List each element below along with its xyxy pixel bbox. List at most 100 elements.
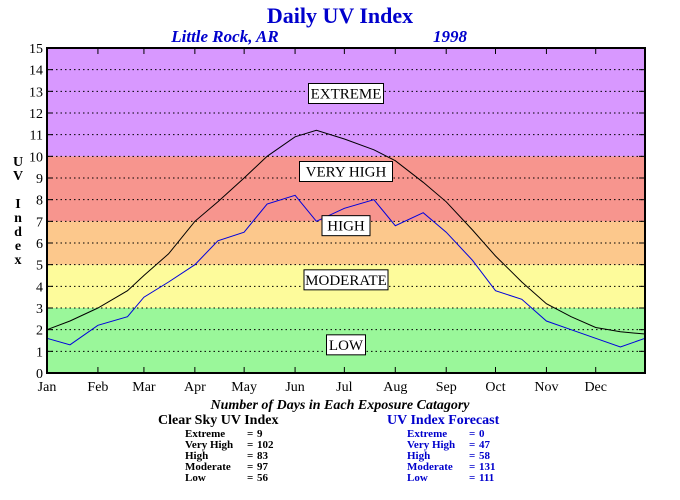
clear-sky-row-label: High bbox=[185, 450, 209, 462]
x-tick-label: Jan bbox=[38, 380, 57, 395]
band-label: LOW bbox=[326, 334, 366, 356]
clear-sky-row-value: 97 bbox=[257, 461, 268, 473]
x-tick-label: Sep bbox=[436, 380, 457, 395]
clear-sky-panel: Clear Sky UV Index Extreme = 9 Very High = 10… bbox=[158, 413, 278, 484]
gridlines bbox=[47, 69, 645, 352]
y-tick-label: 6 bbox=[36, 237, 43, 252]
y-axis-label-char: U bbox=[13, 155, 23, 170]
clear-sky-row: Low = 56 bbox=[185, 473, 278, 484]
x-tick-label: Mar bbox=[132, 380, 156, 395]
x-tick-label: Apr bbox=[184, 380, 206, 395]
clear-sky-row: Very High = 102 bbox=[185, 440, 278, 451]
series-lines bbox=[46, 129, 646, 348]
y-tick-label: 11 bbox=[30, 129, 43, 144]
band-label-box bbox=[308, 83, 384, 104]
forecast-row-equals: = bbox=[469, 450, 476, 462]
clear-sky-row-label: Moderate bbox=[185, 461, 231, 473]
y-axis-label-char: I bbox=[15, 197, 20, 212]
x-tick-label: Feb bbox=[87, 380, 108, 395]
exposure-summary: Number of Days in Each Exposure Catagory bbox=[0, 398, 680, 498]
clear-sky-row: Extreme = 9 bbox=[185, 429, 278, 440]
forecast-row-equals: = bbox=[469, 439, 476, 451]
band-label-box bbox=[303, 269, 389, 291]
forecast-row-label: High bbox=[407, 450, 431, 462]
band-label: EXTREME bbox=[308, 83, 384, 104]
forecast-row-equals: = bbox=[469, 461, 476, 473]
y-tick-label: 0 bbox=[36, 367, 43, 382]
forecast-line bbox=[46, 194, 646, 348]
x-tick-label: Nov bbox=[534, 380, 558, 395]
band-label-text: HIGH bbox=[327, 219, 365, 235]
clear-sky-row-equals: = bbox=[247, 439, 254, 451]
clear-sky-row-label: Extreme bbox=[185, 428, 226, 440]
band-label-text: MODERATE bbox=[305, 273, 387, 289]
band-label: MODERATE bbox=[303, 269, 389, 291]
forecast-row-equals: = bbox=[469, 472, 476, 484]
clear-sky-row-label: Very High bbox=[185, 439, 234, 451]
y-tick-label: 5 bbox=[36, 259, 43, 274]
x-axis-ticks: Jan Feb Mar Apr May Jun Jul Aug Sep Oct Nov Dec bbox=[38, 48, 607, 395]
year-label: 1998 bbox=[433, 27, 468, 46]
y-axis-label-char: e bbox=[15, 239, 21, 254]
y-tick-label: 12 bbox=[29, 107, 43, 122]
clear-sky-row-equals: = bbox=[247, 472, 254, 484]
y-tick-label: 14 bbox=[29, 64, 43, 79]
y-tick-label: 8 bbox=[36, 194, 43, 209]
y-axis-label-char: x bbox=[15, 253, 22, 268]
y-tick-label: 10 bbox=[29, 150, 43, 165]
forecast-panel: UV Index Forecast Extreme = 0 Very High = 47 H… bbox=[387, 413, 499, 484]
forecast-row-label: Moderate bbox=[407, 461, 453, 473]
forecast-row: Moderate = 131 bbox=[407, 462, 499, 473]
clear-sky-row-equals: = bbox=[247, 461, 254, 473]
clear-sky-row-value: 9 bbox=[257, 428, 263, 440]
y-axis-label-char: d bbox=[14, 225, 22, 240]
y-tick-label: 7 bbox=[36, 215, 43, 230]
summary-heading: Number of Days in Each Exposure Catagory bbox=[210, 398, 470, 413]
x-tick-label: Jun bbox=[285, 380, 304, 395]
clear-sky-row-value: 102 bbox=[257, 439, 274, 451]
band-label-box bbox=[299, 161, 393, 182]
band-labels: EXTREME VERY HIGH HIGH MODERATE LOW bbox=[299, 83, 393, 356]
band-label-box bbox=[321, 215, 371, 237]
x-tick-label: Dec bbox=[584, 380, 607, 395]
x-tick-label: Jul bbox=[336, 380, 352, 395]
forecast-row-value: 58 bbox=[479, 450, 490, 462]
band-label: HIGH bbox=[321, 215, 371, 237]
forecast-row-label: Low bbox=[407, 472, 428, 484]
clear-sky-line bbox=[46, 129, 646, 335]
location-label: Little Rock, AR bbox=[170, 27, 279, 46]
clear-sky-row-equals: = bbox=[247, 428, 254, 440]
forecast-row-value: 0 bbox=[479, 428, 485, 440]
clear-sky-row: High = 83 bbox=[185, 451, 278, 462]
clear-sky-row-label: Low bbox=[185, 472, 206, 484]
clear-sky-title: Clear Sky UV Index bbox=[158, 413, 279, 428]
plot-frame bbox=[46, 47, 646, 374]
forecast-row: High = 58 bbox=[407, 451, 499, 462]
uv-index-chart: Daily UV Index Little Rock, AR 1998 EXTR… bbox=[13, 3, 646, 395]
x-tick-label: Aug bbox=[383, 380, 407, 395]
y-tick-label: 9 bbox=[36, 172, 43, 187]
forecast-row-value: 47 bbox=[479, 439, 490, 451]
x-tick-label: May bbox=[231, 380, 257, 395]
x-tick-label: Oct bbox=[485, 380, 505, 395]
y-tick-label: 15 bbox=[29, 42, 43, 57]
band-label-text: EXTREME bbox=[311, 87, 382, 103]
band-label: VERY HIGH bbox=[299, 161, 393, 182]
band-label-box bbox=[326, 334, 366, 356]
forecast-row-value: 111 bbox=[479, 472, 495, 484]
clear-sky-row-equals: = bbox=[247, 450, 254, 462]
band-label-text: VERY HIGH bbox=[306, 165, 387, 181]
clear-sky-row-value: 83 bbox=[257, 450, 268, 462]
y-axis-label-char: n bbox=[14, 211, 22, 226]
y-tick-label: 4 bbox=[36, 280, 43, 295]
clear-sky-row: Moderate = 97 bbox=[185, 462, 278, 473]
forecast-row-label: Extreme bbox=[407, 428, 448, 440]
forecast-row: Extreme = 0 bbox=[407, 429, 499, 440]
y-axis-label-char: V bbox=[13, 169, 23, 184]
forecast-row-label: Very High bbox=[407, 439, 456, 451]
forecast-title: UV Index Forecast bbox=[387, 413, 500, 428]
forecast-row: Low = 111 bbox=[407, 473, 499, 484]
forecast-row: Very High = 47 bbox=[407, 440, 499, 451]
